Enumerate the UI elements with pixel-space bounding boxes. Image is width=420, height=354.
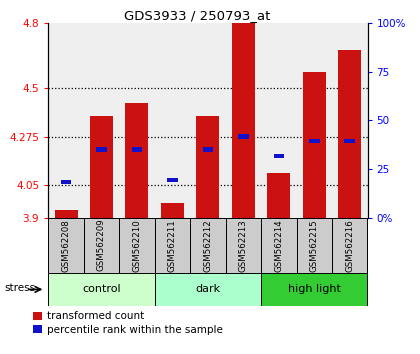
Bar [155,218,190,273]
Bar [297,218,332,273]
Text: GSM562214: GSM562214 [274,219,284,272]
Bar [96,147,107,152]
Bar [131,147,142,152]
Legend: transformed count, percentile rank within the sample: transformed count, percentile rank withi… [32,312,223,335]
Bar [232,23,255,218]
Text: GSM562216: GSM562216 [345,219,354,272]
Text: dark: dark [195,284,220,295]
Bar [344,139,355,143]
Bar [61,180,71,184]
Bar [261,273,368,306]
Bar [48,218,84,273]
Bar [84,218,119,273]
Bar [167,178,178,182]
Bar [273,154,284,158]
Text: GSM562213: GSM562213 [239,219,248,272]
Bar [161,202,184,218]
Bar [197,116,219,218]
Text: GSM562210: GSM562210 [132,219,142,272]
Text: GSM562208: GSM562208 [62,219,71,272]
Bar [202,147,213,152]
Text: GSM562209: GSM562209 [97,219,106,272]
Bar [267,173,290,218]
Bar [48,273,155,306]
Text: GSM562215: GSM562215 [310,219,319,272]
Bar [119,218,155,273]
Text: high light: high light [288,284,341,295]
Bar [332,218,368,273]
Text: GSM562212: GSM562212 [203,219,213,272]
Bar [55,210,78,218]
Bar [155,273,261,306]
Text: GSM562211: GSM562211 [168,219,177,272]
Bar [338,50,361,218]
Bar [190,218,226,273]
Bar [303,72,326,218]
Bar [90,116,113,218]
Bar [309,139,320,143]
Bar [226,218,261,273]
Bar [238,135,249,139]
Bar [261,218,297,273]
Text: GDS3933 / 250793_at: GDS3933 / 250793_at [124,9,270,22]
Text: control: control [82,284,121,295]
Bar [126,103,149,218]
Text: stress: stress [4,282,35,293]
